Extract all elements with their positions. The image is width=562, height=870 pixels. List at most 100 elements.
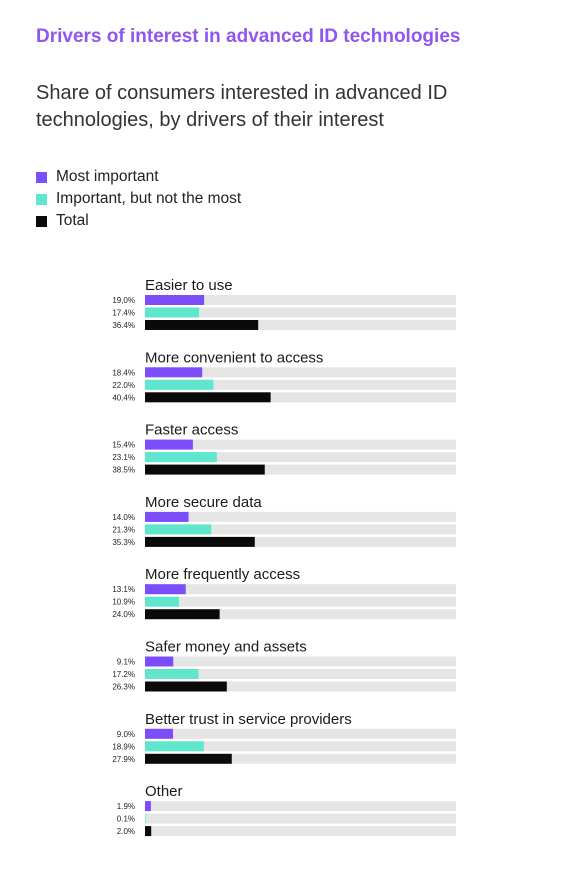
data-label: 9.0% — [117, 730, 135, 739]
bar-group-more-frequently-access: More frequently access 13.1% 10.9% 24.0% — [112, 566, 456, 620]
category-label: Other — [145, 783, 183, 800]
bar-group-other: Other 1.9% 0.1% 2.0% — [117, 783, 456, 837]
category-label: Faster access — [145, 422, 238, 439]
bar-track — [145, 439, 456, 450]
bar-important — [145, 669, 199, 679]
category-label: More convenient to access — [145, 349, 323, 366]
bar-track — [145, 609, 456, 620]
legend-label-important: Important, but not the most — [56, 190, 242, 207]
bar-most-important — [145, 367, 203, 378]
legend-swatch-total — [36, 215, 47, 227]
bar-track — [145, 464, 456, 475]
chart-legend: Most important Important, but not the mo… — [36, 166, 241, 232]
legend-item-important: Important, but not the most — [36, 188, 241, 210]
data-label: 17.2% — [112, 670, 135, 679]
bar-total — [145, 681, 227, 692]
data-label: 2.0% — [117, 827, 135, 836]
legend-swatch-most-important — [36, 171, 47, 183]
bar-track — [145, 367, 456, 378]
data-label: 19,0% — [112, 296, 135, 305]
data-label: 36.4% — [112, 321, 135, 330]
data-label: 27.9% — [112, 755, 135, 764]
bar-track — [145, 753, 456, 764]
bar-total — [145, 464, 265, 475]
bar-total — [145, 609, 220, 620]
bar-most-important — [145, 511, 189, 522]
bar-most-important — [145, 584, 186, 595]
data-label: 0.1% — [117, 815, 135, 824]
data-label: 35.3% — [112, 538, 135, 547]
data-label: 9.1% — [117, 658, 135, 667]
legend-label-total: Total — [56, 212, 89, 229]
bar-most-important — [145, 728, 173, 739]
data-label: 24.0% — [112, 610, 135, 619]
bar-track — [145, 524, 456, 535]
data-label: 21.3% — [112, 525, 135, 534]
bar-group-better-trust-in-service-providers: Better trust in service providers 9.0% 18.… — [112, 711, 456, 764]
bar-total — [145, 753, 232, 764]
bar-track — [145, 536, 456, 547]
bar-important — [145, 741, 204, 752]
bar-important — [145, 596, 179, 607]
bar-important — [145, 813, 146, 824]
bar-track — [145, 741, 456, 752]
bar-total — [145, 826, 152, 837]
data-label: 18.9% — [112, 742, 135, 751]
bar-track — [145, 656, 456, 667]
data-label: 17.4% — [112, 309, 135, 318]
data-label: 1.9% — [117, 802, 135, 811]
chart-title: Drivers of interest in advanced ID techn… — [36, 26, 461, 47]
bar-track — [145, 452, 456, 463]
data-label: 26.3% — [112, 683, 135, 692]
bar-group-more-convenient-to-access: More convenient to access 18.4% 22.0% 40.4% — [112, 349, 456, 403]
bar-track — [145, 801, 456, 812]
legend-swatch-important — [36, 193, 47, 205]
bar-group-easier-to-use: Easier to use 19,0% 17.4% 36.4% — [112, 277, 456, 330]
chart-subtitle: Share of consumers interested in advance… — [36, 82, 448, 131]
bar-most-important — [145, 439, 193, 450]
bar-total — [145, 320, 259, 330]
bar-important — [145, 307, 200, 318]
bar-important — [145, 452, 217, 463]
bar-total — [145, 536, 255, 547]
category-label: Safer money and assets — [145, 639, 307, 656]
bar-track — [145, 307, 456, 318]
bar-track — [145, 681, 456, 692]
bar-track — [145, 826, 456, 837]
bar-most-important — [145, 801, 151, 812]
data-label: 13.1% — [112, 585, 135, 594]
bar-most-important — [145, 295, 205, 305]
bar-track — [145, 596, 456, 607]
bar-track — [145, 584, 456, 595]
category-label: Better trust in service providers — [145, 711, 352, 728]
data-label: 23.1% — [112, 453, 135, 462]
data-label: 40.4% — [112, 393, 135, 402]
legend-label-most-important: Most important — [56, 168, 159, 185]
bar-track — [145, 511, 456, 522]
legend-item-most-important: Most important — [36, 166, 241, 188]
bar-total — [145, 392, 271, 403]
bar-track — [145, 813, 456, 824]
bar-track — [145, 728, 456, 739]
bar-track — [145, 320, 456, 330]
bar-track — [145, 669, 456, 679]
legend-item-total: Total — [36, 210, 241, 232]
category-label: Easier to use — [145, 277, 233, 294]
bar-important — [145, 524, 212, 535]
data-label: 10.9% — [112, 598, 135, 607]
data-label: 15.4% — [112, 441, 135, 450]
category-label: More secure data — [145, 494, 262, 511]
bar-important — [145, 379, 214, 390]
bar-track — [145, 379, 456, 390]
data-label: 14.0% — [112, 513, 135, 522]
bar-track — [145, 295, 456, 305]
data-label: 18.4% — [112, 368, 135, 377]
bar-group-safer-money-and-assets: Safer money and assets 9.1% 17.2% 26.3% — [112, 639, 456, 692]
data-label: 22.0% — [112, 381, 135, 390]
bar-group-more-secure-data: More secure data 14.0% 21.3% 35.3% — [112, 494, 456, 547]
bar-track — [145, 392, 456, 403]
category-label: More frequently access — [145, 566, 300, 583]
bar-group-faster-access: Faster access 15.4% 23.1% 38.5% — [112, 422, 456, 475]
bar-most-important — [145, 656, 174, 667]
